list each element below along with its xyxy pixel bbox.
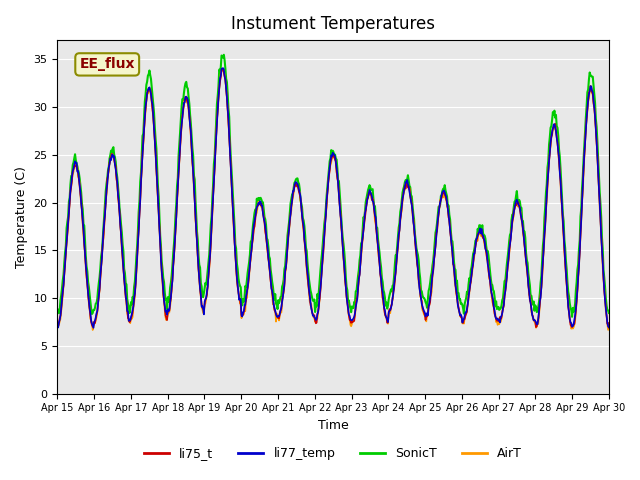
AirT <box>54 324 61 330</box>
Line: SonicT: SonicT <box>58 55 609 317</box>
AirT <box>418 300 426 305</box>
li77_temp <box>121 284 129 290</box>
AirT <box>605 326 612 332</box>
SonicT <box>205 251 213 257</box>
SonicT <box>417 288 425 293</box>
li75_t <box>176 144 184 149</box>
Line: AirT: AirT <box>58 69 609 330</box>
li75_t <box>120 276 128 281</box>
li77_temp <box>90 325 97 331</box>
li77_temp <box>605 324 612 330</box>
AirT <box>206 255 214 261</box>
li75_t <box>401 183 409 189</box>
li75_t <box>417 296 425 301</box>
SonicT <box>120 266 128 272</box>
li77_temp <box>63 228 71 234</box>
li75_t <box>205 264 213 269</box>
AirT <box>63 230 71 236</box>
li75_t <box>605 324 612 330</box>
AirT <box>121 285 129 290</box>
SonicT <box>401 180 409 185</box>
SonicT <box>220 52 228 58</box>
li75_t <box>220 66 227 72</box>
Title: Instument Temperatures: Instument Temperatures <box>231 15 435 33</box>
Line: li77_temp: li77_temp <box>58 68 609 328</box>
li77_temp <box>206 252 214 258</box>
SonicT <box>63 219 71 225</box>
li77_temp <box>418 301 426 307</box>
AirT <box>220 66 227 72</box>
li77_temp <box>177 129 185 135</box>
Legend: li75_t, li77_temp, SonicT, AirT: li75_t, li77_temp, SonicT, AirT <box>140 442 527 465</box>
li75_t <box>54 323 61 329</box>
AirT <box>402 180 410 186</box>
AirT <box>177 133 185 139</box>
Text: EE_flux: EE_flux <box>79 58 135 72</box>
SonicT <box>54 309 61 314</box>
li77_temp <box>54 323 61 328</box>
Line: li75_t: li75_t <box>58 69 609 327</box>
X-axis label: Time: Time <box>318 419 349 432</box>
li75_t <box>63 232 71 238</box>
SonicT <box>605 310 612 316</box>
SonicT <box>176 129 184 135</box>
AirT <box>89 327 97 333</box>
li77_temp <box>402 180 410 185</box>
Y-axis label: Temperature (C): Temperature (C) <box>15 166 28 268</box>
SonicT <box>568 314 576 320</box>
li77_temp <box>220 65 227 71</box>
